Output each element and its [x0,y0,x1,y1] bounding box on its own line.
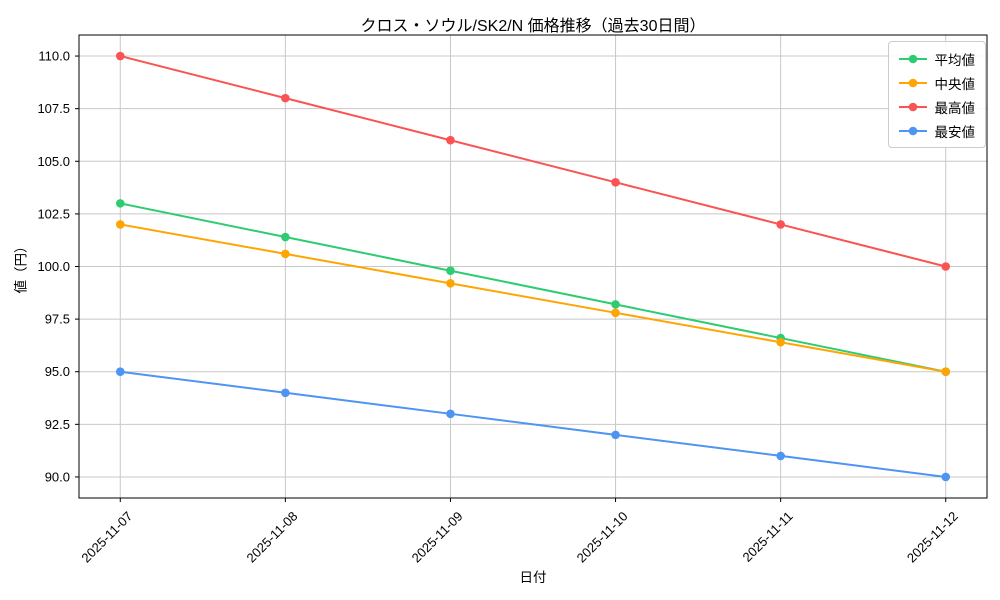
y-tick-label: 105.0 [37,154,70,169]
x-tick-label: 2025-11-07 [78,509,135,566]
series-line [120,223,946,373]
data-point-marker [281,232,290,242]
data-point-marker [446,279,455,288]
data-point-marker [611,300,620,309]
data-point-marker [446,266,455,276]
x-tick-label: 2025-11-12 [904,509,961,566]
series-line [120,55,946,268]
legend-item: 平均値 [898,49,976,68]
data-point-marker [611,308,620,318]
data-point-marker [115,220,125,229]
legend: 平均値中央値最高値最安値 [887,41,986,148]
y-tick-label: 92.5 [45,417,70,432]
data-point-marker [115,51,125,61]
data-point-marker [281,388,290,398]
legend-item: 最高値 [898,97,976,116]
x-tick-label: 2025-11-08 [244,509,301,566]
y-tick-label: 100.0 [37,259,70,274]
x-tick-label: 2025-11-10 [574,509,631,566]
y-tick-label: 95.0 [45,364,70,379]
y-axis-label: 値（円） [13,239,29,294]
data-point-marker [941,367,951,377]
data-point-marker [776,337,785,347]
legend-label: 中央値 [934,76,976,92]
legend-label: 最高値 [934,100,976,116]
data-point-marker [611,430,620,440]
legend-swatch-icon [898,102,927,111]
y-tick-label: 90.0 [45,469,70,484]
legend-item: 中央値 [898,73,976,92]
data-point-marker [776,220,785,229]
legend-swatch-icon [898,54,927,63]
legend-label: 平均値 [934,52,976,68]
data-point-marker [941,472,951,482]
data-point-marker [281,249,290,259]
data-point-marker [115,199,125,208]
series-line [120,370,946,478]
data-point-marker [941,262,951,271]
legend-swatch-icon [898,78,927,87]
data-point-marker [281,93,290,103]
legend-label: 最安値 [934,124,976,140]
y-tick-label: 97.5 [45,312,70,327]
x-axis-label: 日付 [519,570,547,585]
legend-item: 最安値 [898,121,976,140]
y-tick-label: 110.0 [38,49,70,64]
legend-swatch-icon [898,126,927,135]
chart-title: クロス・ソウル/SK2/N 価格推移（過去30日間） [360,18,706,35]
data-point-marker [446,409,455,419]
y-tick-label: 102.5 [37,206,70,221]
data-point-marker [115,367,125,377]
data-point-marker [446,135,455,145]
series-line [120,202,946,373]
x-tick-label: 2025-11-11 [739,509,795,565]
data-point-marker [776,451,785,461]
y-tick-label: 107.5 [37,101,70,116]
x-tick-label: 2025-11-09 [409,509,466,566]
data-point-marker [611,178,620,187]
